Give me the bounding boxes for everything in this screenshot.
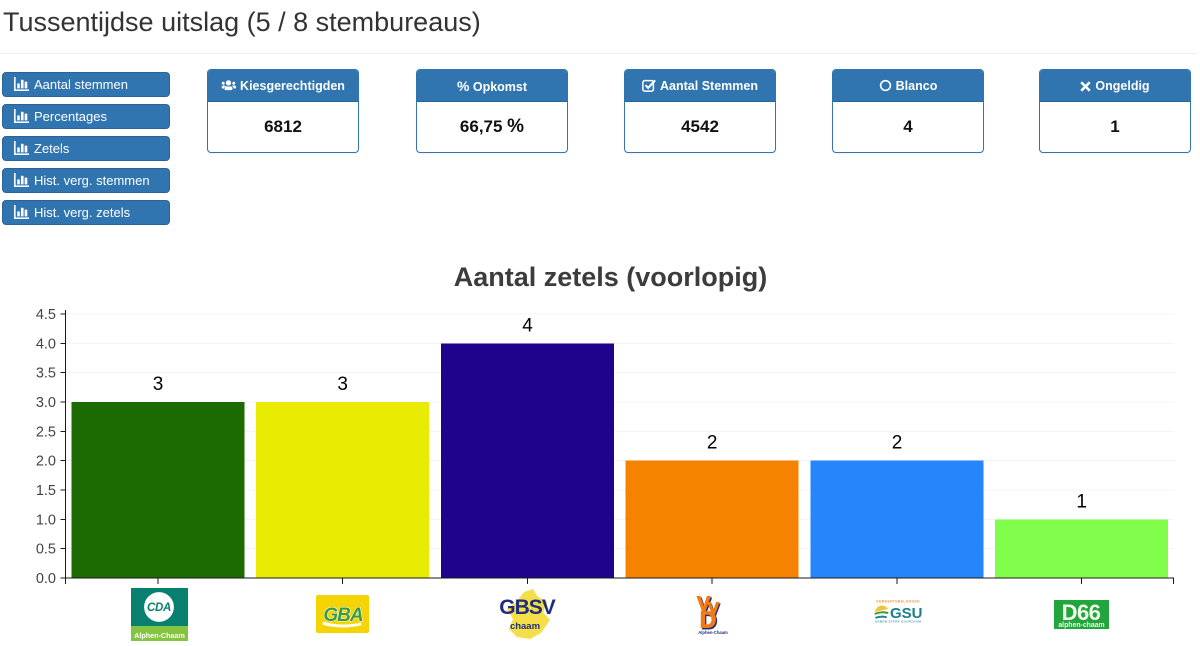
svg-text:alphen-chaam: alphen-chaam	[1058, 622, 1104, 629]
svg-text:4.5: 4.5	[36, 307, 56, 323]
svg-text:3: 3	[337, 374, 348, 395]
svg-text:V: V	[698, 595, 712, 617]
svg-text:Alphen-Chaam: Alphen-Chaam	[134, 631, 185, 640]
svg-text:2: 2	[892, 433, 903, 454]
svg-text:3.5: 3.5	[36, 366, 56, 382]
svg-text:D66: D66	[1062, 600, 1101, 625]
svg-text:2.5: 2.5	[36, 424, 56, 440]
svg-text:0.5: 0.5	[36, 542, 56, 558]
svg-text:4: 4	[522, 315, 533, 336]
svg-text:D: D	[701, 608, 718, 634]
svg-text:GBSV: GBSV	[500, 596, 556, 619]
svg-text:1: 1	[1076, 491, 1087, 512]
svg-text:Alphen-Chaam: Alphen-Chaam	[698, 630, 728, 635]
svg-text:1.0: 1.0	[36, 512, 56, 528]
svg-text:2.0: 2.0	[36, 454, 56, 470]
svg-text:1.5: 1.5	[36, 483, 56, 499]
svg-text:V: V	[697, 594, 711, 616]
svg-text:V: V	[709, 600, 721, 619]
svg-text:chaam: chaam	[510, 621, 540, 632]
svg-text:CDA: CDA	[147, 602, 171, 614]
svg-text:4.0: 4.0	[36, 336, 56, 352]
svg-text:0.0: 0.0	[36, 571, 56, 587]
svg-text:GSU: GSU	[890, 605, 922, 622]
svg-text:V: V	[708, 599, 720, 618]
svg-text:D: D	[700, 607, 717, 633]
svg-text:GEMEENTEBELANGEN: GEMEENTEBELANGEN	[876, 600, 920, 604]
svg-text:3: 3	[153, 374, 164, 395]
svg-text:3.0: 3.0	[36, 395, 56, 411]
svg-text:2: 2	[707, 433, 718, 454]
svg-text:SAMEN STERK DUURZAAM: SAMEN STERK DUURZAAM	[875, 620, 921, 624]
svg-text:GBA: GBA	[323, 605, 363, 626]
